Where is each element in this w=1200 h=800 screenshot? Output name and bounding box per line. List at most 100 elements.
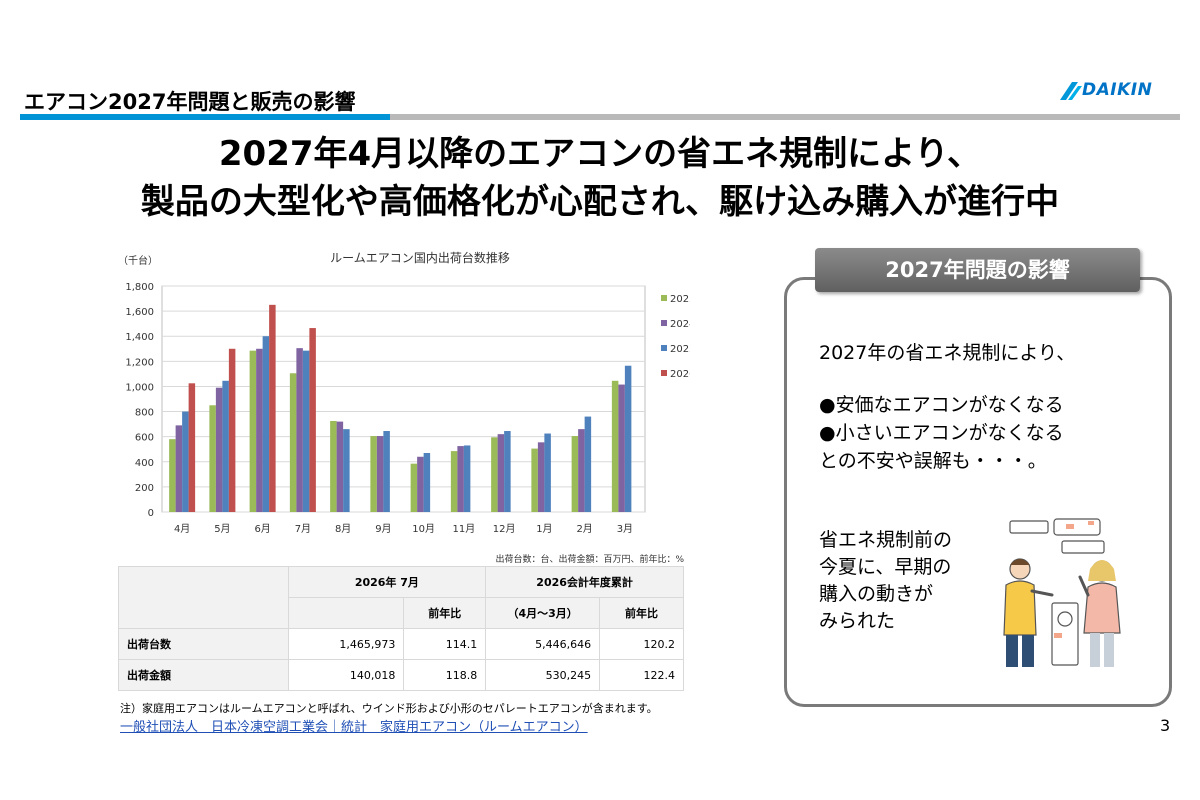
chart-bar [289,373,297,512]
table-cell: 530,245 [485,659,601,691]
chart-bar [410,463,418,512]
daikin-logo-text: DAIKIN [1082,80,1153,100]
chart-bar [330,420,337,512]
chart-bar [222,380,229,512]
impact-sub-4: みられた [819,610,896,632]
x-tick-label: 6月 [254,523,270,535]
y-tick-label: 1,600 [125,307,154,318]
chart-bar [169,439,176,512]
chart-bar [497,434,505,512]
chart-bar [611,380,619,512]
x-tick-label: 1月 [536,523,552,535]
x-tick-label: 4月 [174,523,190,535]
chart-bar [457,446,464,512]
table-row-label: 出荷金額 [118,659,289,691]
y-tick-label: 800 [135,408,154,419]
main-heading-line2: 製品の大型化や高価格化が心配され、駆け込み購入が進行中 [140,182,1060,222]
y-tick-label: 0 [148,508,154,519]
table-cell: 122.4 [599,659,684,691]
x-tick-label: 10月 [412,523,435,535]
footnote: 注）家庭用エアコンはルームエアコンと呼ばれ、ウインド形および小形のセパレートエア… [120,702,658,715]
shipment-bar-chart: ルームエアコン国内出荷台数推移 （千台） 0 200 400 600 800 1,000 1,2… [118,250,690,535]
table-cell: 114.1 [403,628,487,660]
chart-bar [463,445,471,512]
section-title: エアコン2027年問題と販売の影響 [24,90,356,114]
chart-bar [256,348,263,512]
chart-bar [504,431,511,512]
chart-bar [450,451,458,512]
x-tick-label: 8月 [335,523,351,535]
table-sub-empty [287,597,405,629]
legend-label: 2026年度 [670,367,690,380]
x-tick-label: 11月 [453,523,476,535]
table-sub-yoy: 前年比 [403,597,487,629]
shipment-table: 2026年 7月 2026会計年度累計 前年比 （4月～3月） 前年比 出荷台数… [118,566,684,691]
legend-swatch [661,295,667,301]
chart-bar [249,350,257,512]
chart-bar [584,416,592,512]
chart-bar [423,452,431,512]
legend-swatch [661,345,667,351]
chart-bar [182,411,189,512]
x-tick-label: 5月 [214,523,230,535]
table-col-month: 2026年 7月 [287,566,487,598]
table-sub-period: （4月～3月） [485,597,601,629]
header-divider [20,114,1180,120]
source-link[interactable]: 一般社団法人 日本冷凍空調工業会｜統計 家庭用エアコン（ルームエアコン） [120,720,588,735]
chart-bar [343,429,350,512]
impact-sub-2: 今夏に、早期の [819,556,952,578]
chart-bar [262,336,270,512]
table-row: 出荷台数 1,465,973 114.1 5,446,646 120.2 [118,628,684,660]
chart-bar [624,365,632,512]
x-tick-label: 9月 [375,523,391,535]
legend-swatch [661,320,667,326]
chart-bar [531,448,538,512]
header-divider-accent [20,114,390,120]
impact-sub-1: 省エネ規制前の [819,529,953,551]
legend-label: 2024年度 [670,317,690,330]
legend-label: 2023年度 [670,292,690,305]
impact-line-4: との不安や誤解も・・・。 [819,450,1047,472]
x-tick-label: 12月 [493,523,516,535]
table-cell: 120.2 [599,628,684,660]
y-tick-label: 1,200 [125,357,154,368]
chart-bar [302,350,310,512]
x-tick-label: 7月 [295,523,311,535]
impact-bullet-2: ●小さいエアコンがなくなる [819,422,1064,444]
shopping-couple-illustration-icon [1003,518,1121,667]
chart-bar [417,456,424,512]
chart-bar [269,304,276,512]
table-row: 出荷金額 140,018 118.8 530,245 122.4 [118,659,684,691]
main-heading-line1: 2027年4月以降のエアコンの省エネ規制により、 [218,134,982,174]
chart-bar [578,429,585,512]
table-cell: 140,018 [287,659,405,691]
chart-bar [188,383,196,512]
chart-bar [296,348,303,512]
table-corner-cell [118,566,289,629]
impact-line-1: 2027年の省エネ規制により、 [819,342,1076,364]
daikin-logo-icon [1060,82,1082,100]
chart-bar [215,387,223,512]
chart-bar [370,436,377,512]
table-col-cumulative: 2026会計年度累計 [485,566,684,598]
main-heading: 2027年4月以降のエアコンの省エネ規制により、 製品の大型化や高価格化が心配さ… [0,130,1200,226]
x-tick-label: 3月 [617,523,633,535]
y-tick-label: 200 [135,483,154,494]
chart-ylabel: （千台） [118,254,158,267]
table-unit-note: 出荷台数：台、出荷金額：百万円、前年比：% [495,555,684,565]
table-subheader-row: 前年比 （4月～3月） 前年比 [119,597,684,629]
y-tick-label: 600 [135,433,154,444]
table-row-label: 出荷台数 [118,628,289,660]
legend-swatch [661,370,667,376]
impact-bullet-1: ●安価なエアコンがなくなる [819,394,1064,416]
table-cell: 1,465,973 [287,628,405,660]
chart-title: ルームエアコン国内出荷台数推移 [330,250,510,265]
chart-bar [571,436,579,512]
page-number: 3 [1160,716,1171,735]
chart-bar [618,384,625,512]
y-tick-label: 1,400 [125,332,154,343]
chart-bar [209,405,216,512]
chart-bar [544,433,551,512]
y-tick-label: 1,800 [125,282,154,293]
impact-sub-3: 購入の動きが [819,583,934,605]
